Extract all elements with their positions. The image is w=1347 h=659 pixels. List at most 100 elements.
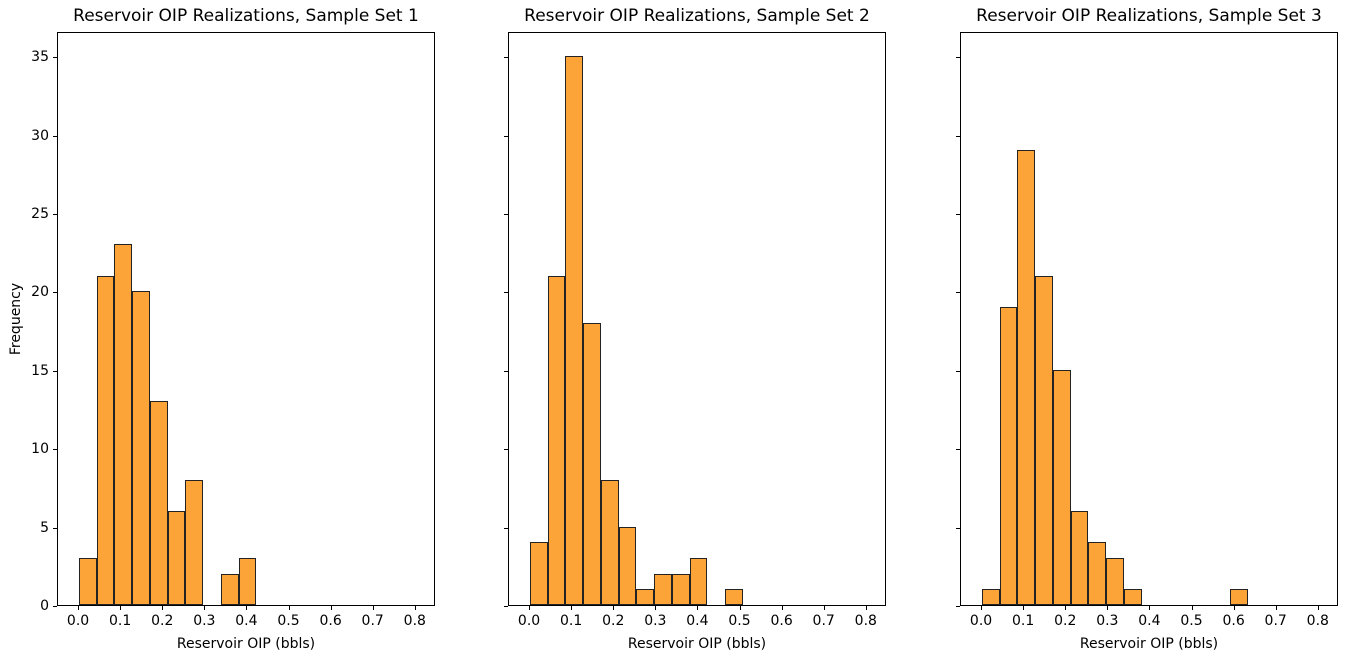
histogram-bar [999, 307, 1018, 605]
y-tick-label: 5 [40, 519, 49, 536]
x-tick-mark [1191, 606, 1193, 610]
x-tick-label: 0.3 [644, 613, 667, 629]
histogram-bar [1088, 542, 1107, 605]
y-tick-mark [53, 449, 57, 451]
histogram-bar [1106, 557, 1124, 605]
y-tick-mark [956, 57, 960, 59]
plot-area [57, 32, 435, 606]
histogram-bar [636, 589, 655, 605]
x-tick-label: 0.6 [770, 613, 793, 629]
histogram-bar [1052, 369, 1071, 605]
y-tick-mark [53, 370, 57, 372]
x-tick-mark [1023, 606, 1025, 610]
histogram-bar [220, 573, 239, 605]
histogram-bar [1035, 275, 1053, 605]
y-tick-mark [504, 135, 508, 137]
x-tick-mark [697, 606, 699, 610]
x-tick-label: 0.3 [1096, 613, 1119, 629]
x-tick-label: 0.2 [602, 613, 625, 629]
x-tick-mark [981, 606, 983, 610]
y-tick-mark [956, 449, 960, 451]
x-tick-mark [162, 606, 164, 610]
y-tick-mark [53, 606, 57, 607]
y-tick-mark [956, 527, 960, 529]
y-tick-mark [504, 449, 508, 451]
x-tick-label: 0.1 [108, 613, 132, 629]
histogram-bar [1230, 589, 1248, 605]
y-tick-mark [504, 57, 508, 59]
y-tick-mark [504, 213, 508, 215]
histogram-bar [547, 275, 566, 605]
subplot-sample-set-2: Reservoir OIP Realizations, Sample Set 2… [504, 6, 886, 652]
x-tick-mark [571, 606, 573, 610]
x-tick-mark [330, 606, 332, 610]
y-tick-mark [956, 292, 960, 294]
y-tick-mark [956, 606, 960, 607]
histogram-bar [185, 479, 204, 605]
subplot-sample-set-1: Reservoir OIP Realizations, Sample Set 1… [8, 6, 435, 652]
y-tick-mark [53, 527, 57, 529]
x-tick-mark [823, 606, 825, 610]
x-tick-label: 0.1 [559, 613, 583, 629]
x-tick-mark [655, 606, 657, 610]
x-tick-label: 0.0 [969, 613, 993, 629]
x-tick-mark [1275, 606, 1277, 610]
histogram-bar [1123, 589, 1142, 605]
x-tick-label: 0.2 [151, 613, 174, 629]
x-tick-label: 0.3 [193, 613, 216, 629]
histogram-bar [530, 542, 548, 605]
chart-title: Reservoir OIP Realizations, Sample Set 2 [524, 6, 870, 26]
histogram-bar [725, 589, 743, 605]
x-tick-mark [1149, 606, 1151, 610]
plot-area [508, 32, 886, 606]
x-tick-mark [246, 606, 248, 610]
y-tick-mark [53, 135, 57, 137]
y-axis-label: Frequency [8, 282, 24, 356]
plot-area [960, 32, 1338, 606]
x-tick-mark [1107, 606, 1109, 610]
histogram-bar [96, 275, 115, 605]
x-tick-label: 0.4 [235, 613, 258, 629]
x-tick-label: 0.6 [1222, 613, 1245, 629]
histogram-bar [583, 322, 601, 605]
histogram-bar [618, 526, 637, 605]
y-tick-mark [956, 213, 960, 215]
x-tick-mark [781, 606, 783, 610]
x-tick-label: 0.0 [66, 613, 90, 629]
x-tick-mark [739, 606, 741, 610]
histogram-bar [654, 573, 672, 605]
x-tick-mark [1065, 606, 1067, 610]
histogram-bar [238, 557, 257, 605]
x-tick-label: 0.1 [1011, 613, 1035, 629]
y-tick-mark [956, 370, 960, 372]
y-tick-label: 20 [31, 284, 49, 301]
x-tick-mark [414, 606, 416, 610]
x-tick-label: 0.2 [1054, 613, 1077, 629]
x-tick-mark [865, 606, 867, 610]
histogram-bar [982, 589, 1000, 605]
x-tick-label: 0.7 [1264, 613, 1287, 629]
x-axis-label: Reservoir OIP (bbls) [1079, 636, 1219, 652]
y-tick-mark [53, 213, 57, 215]
x-tick-mark [1233, 606, 1235, 610]
y-tick-mark [504, 527, 508, 529]
x-axis-label: Reservoir OIP (bbls) [176, 636, 316, 652]
y-tick-mark [504, 292, 508, 294]
x-tick-label: 0.5 [277, 613, 300, 629]
histogram-bar [1070, 510, 1089, 605]
x-tick-label: 0.8 [854, 613, 877, 629]
histogram-bar [671, 573, 690, 605]
x-tick-mark [372, 606, 374, 610]
x-tick-label: 0.5 [1180, 613, 1203, 629]
x-tick-label: 0.7 [361, 613, 384, 629]
x-tick-mark [288, 606, 290, 610]
x-tick-mark [204, 606, 206, 610]
x-tick-label: 0.5 [728, 613, 751, 629]
histogram-bar [565, 56, 584, 605]
y-tick-label: 35 [31, 49, 49, 66]
histogram-bar [1017, 150, 1036, 605]
y-tick-label: 0 [40, 598, 49, 614]
histogram-bar [79, 557, 97, 605]
histogram-bar [167, 510, 186, 605]
